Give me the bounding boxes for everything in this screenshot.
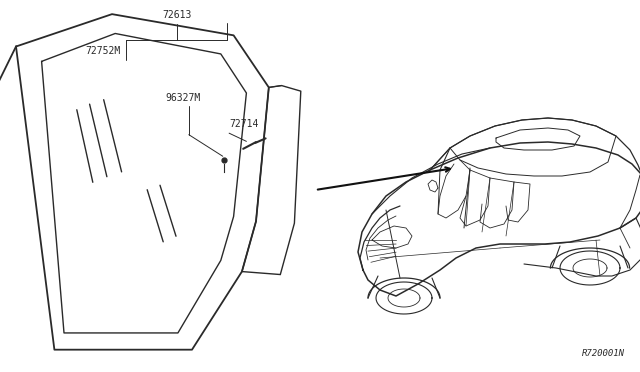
Text: 96327M: 96327M <box>165 93 200 103</box>
Text: 72752M: 72752M <box>86 46 121 56</box>
Text: 72714: 72714 <box>229 119 259 129</box>
Text: 72613: 72613 <box>162 10 191 20</box>
Text: R720001N: R720001N <box>582 349 625 358</box>
